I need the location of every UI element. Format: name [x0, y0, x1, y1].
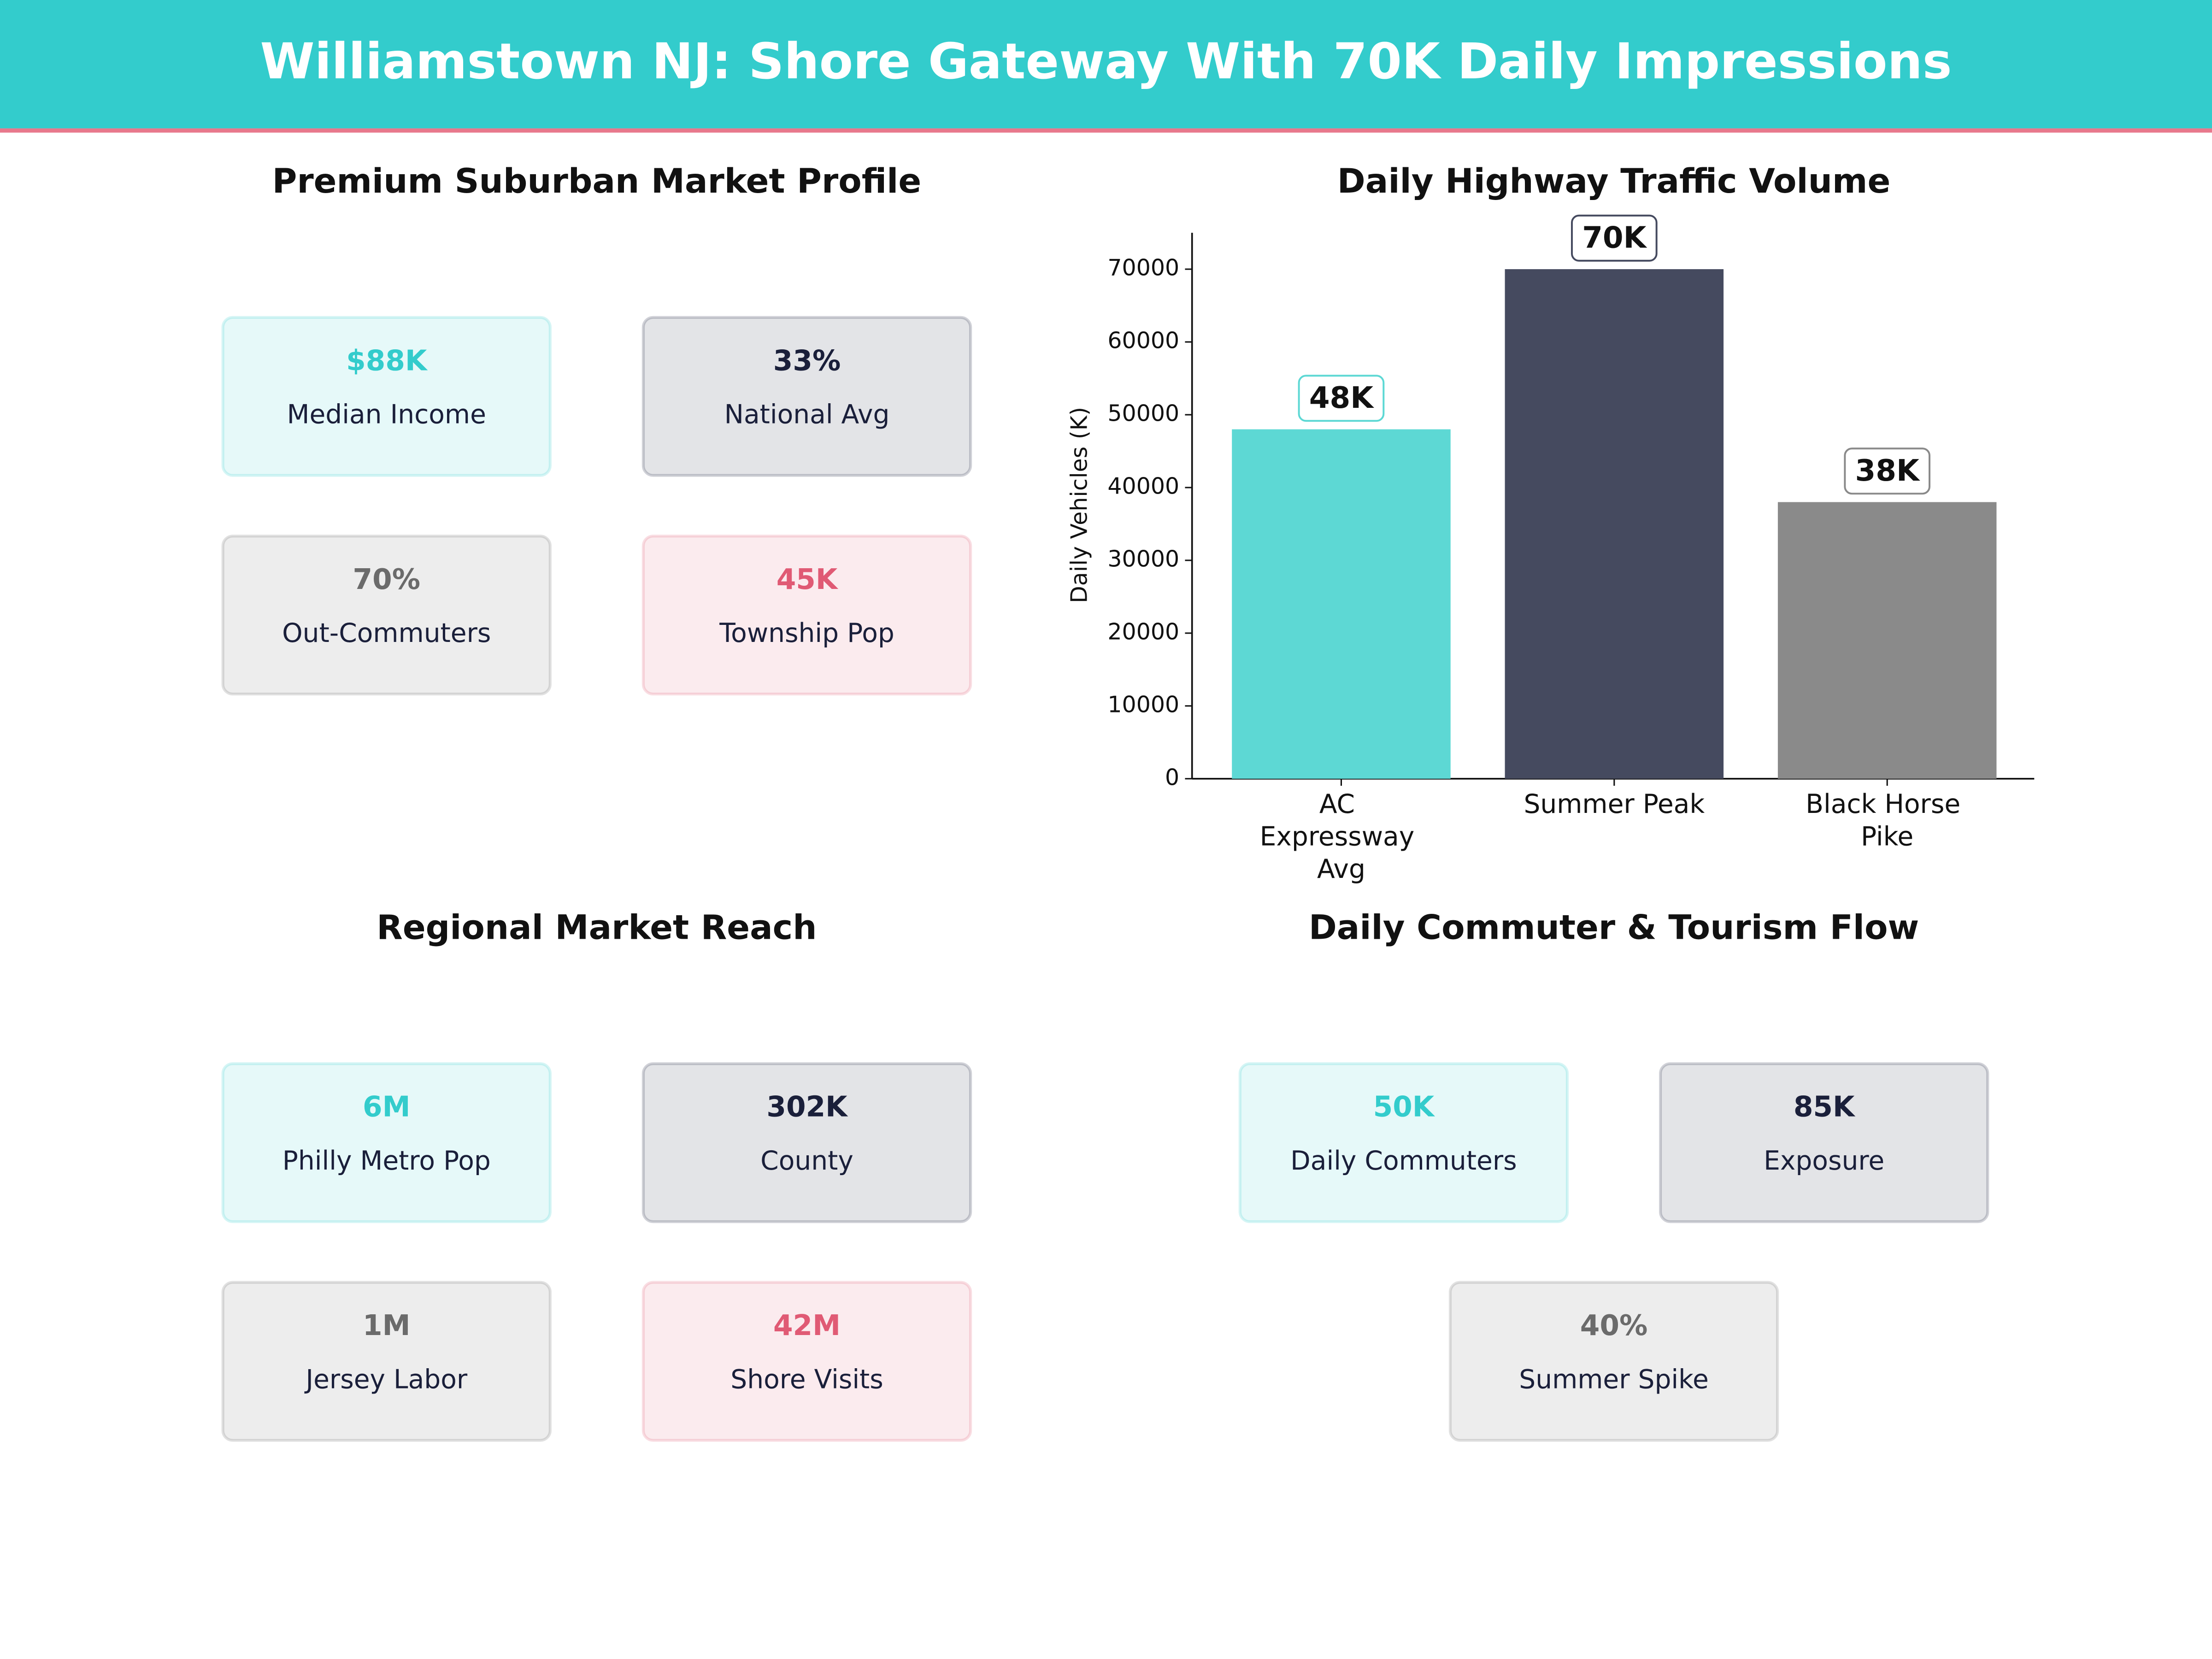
- bar: [1505, 269, 1724, 779]
- stat-value: $88K: [346, 344, 428, 377]
- panel-title: Regional Market Reach: [377, 908, 817, 947]
- stat-value: 50K: [1373, 1091, 1435, 1124]
- bar: [1777, 502, 1997, 779]
- y-tick-label: 70000: [1107, 255, 1179, 281]
- value-label-box: [1571, 214, 1658, 262]
- stat-label: Out-Commuters: [282, 618, 491, 648]
- panel-title: Daily Commuter & Tourism Flow: [1309, 908, 1919, 947]
- header-bar: [0, 0, 2212, 129]
- stat-label: Jersey Labor: [304, 1365, 468, 1395]
- value-label-box: [1298, 375, 1385, 422]
- stat-label: Exposure: [1764, 1146, 1884, 1176]
- stat-label: Township Pop: [719, 618, 894, 648]
- x-tick-label: Summer Peak: [1524, 789, 1705, 819]
- y-tick-label: 50000: [1107, 400, 1179, 427]
- stat-card: [221, 535, 552, 696]
- stat-label: Shore Visits: [730, 1365, 883, 1395]
- value-label-box: [1844, 447, 1930, 495]
- stat-label: National Avg: [724, 400, 890, 430]
- stat-card: [641, 1062, 972, 1224]
- stat-value: 1M: [363, 1309, 411, 1342]
- stat-label: County: [760, 1146, 853, 1176]
- stat-label: Median Income: [287, 400, 486, 430]
- header-rule: [0, 128, 2212, 133]
- stat-card: [221, 316, 552, 477]
- y-tick-label: 0: [1165, 764, 1179, 790]
- stat-label: Daily Commuters: [1290, 1146, 1517, 1176]
- stat-card: [1659, 1062, 1989, 1224]
- stat-card: [221, 1281, 552, 1442]
- value-label: 70K: [1582, 220, 1647, 255]
- y-axis-label: Daily Vehicles (K): [1066, 407, 1092, 603]
- panel-title: Premium Suburban Market Profile: [272, 162, 922, 201]
- stat-card: [641, 1281, 972, 1442]
- stat-value: 70%: [353, 563, 421, 596]
- stat-value: 302K: [766, 1091, 848, 1124]
- y-tick-label: 20000: [1107, 618, 1179, 645]
- x-tick-label: Black Horse Pike: [1806, 789, 1969, 852]
- y-tick-label: 10000: [1107, 691, 1179, 718]
- stat-card: [1238, 1062, 1569, 1224]
- stat-value: 42M: [773, 1309, 841, 1342]
- stat-card: [641, 316, 972, 477]
- stat-value: 6M: [363, 1091, 411, 1124]
- bar: [1232, 429, 1451, 779]
- x-tick-label: AC Expressway Avg: [1260, 789, 1423, 884]
- stat-card: [641, 535, 972, 696]
- value-label: 38K: [1855, 453, 1920, 488]
- page-title: Williamstown NJ: Shore Gateway With 70K …: [260, 33, 1952, 90]
- y-tick-label: 60000: [1107, 328, 1179, 354]
- stat-label: Philly Metro Pop: [282, 1146, 491, 1176]
- stat-card: [221, 1062, 552, 1224]
- y-tick-label: 40000: [1107, 473, 1179, 499]
- y-tick-label: 30000: [1107, 546, 1179, 572]
- stat-value: 45K: [777, 563, 839, 596]
- stat-value: 40%: [1580, 1309, 1648, 1342]
- stat-value: 33%: [773, 344, 841, 377]
- value-label: 48K: [1309, 381, 1374, 415]
- stat-label: Summer Spike: [1519, 1365, 1709, 1395]
- stat-card: [1448, 1281, 1779, 1442]
- chart-title: Daily Highway Traffic Volume: [1337, 162, 1890, 201]
- stat-value: 85K: [1794, 1091, 1856, 1124]
